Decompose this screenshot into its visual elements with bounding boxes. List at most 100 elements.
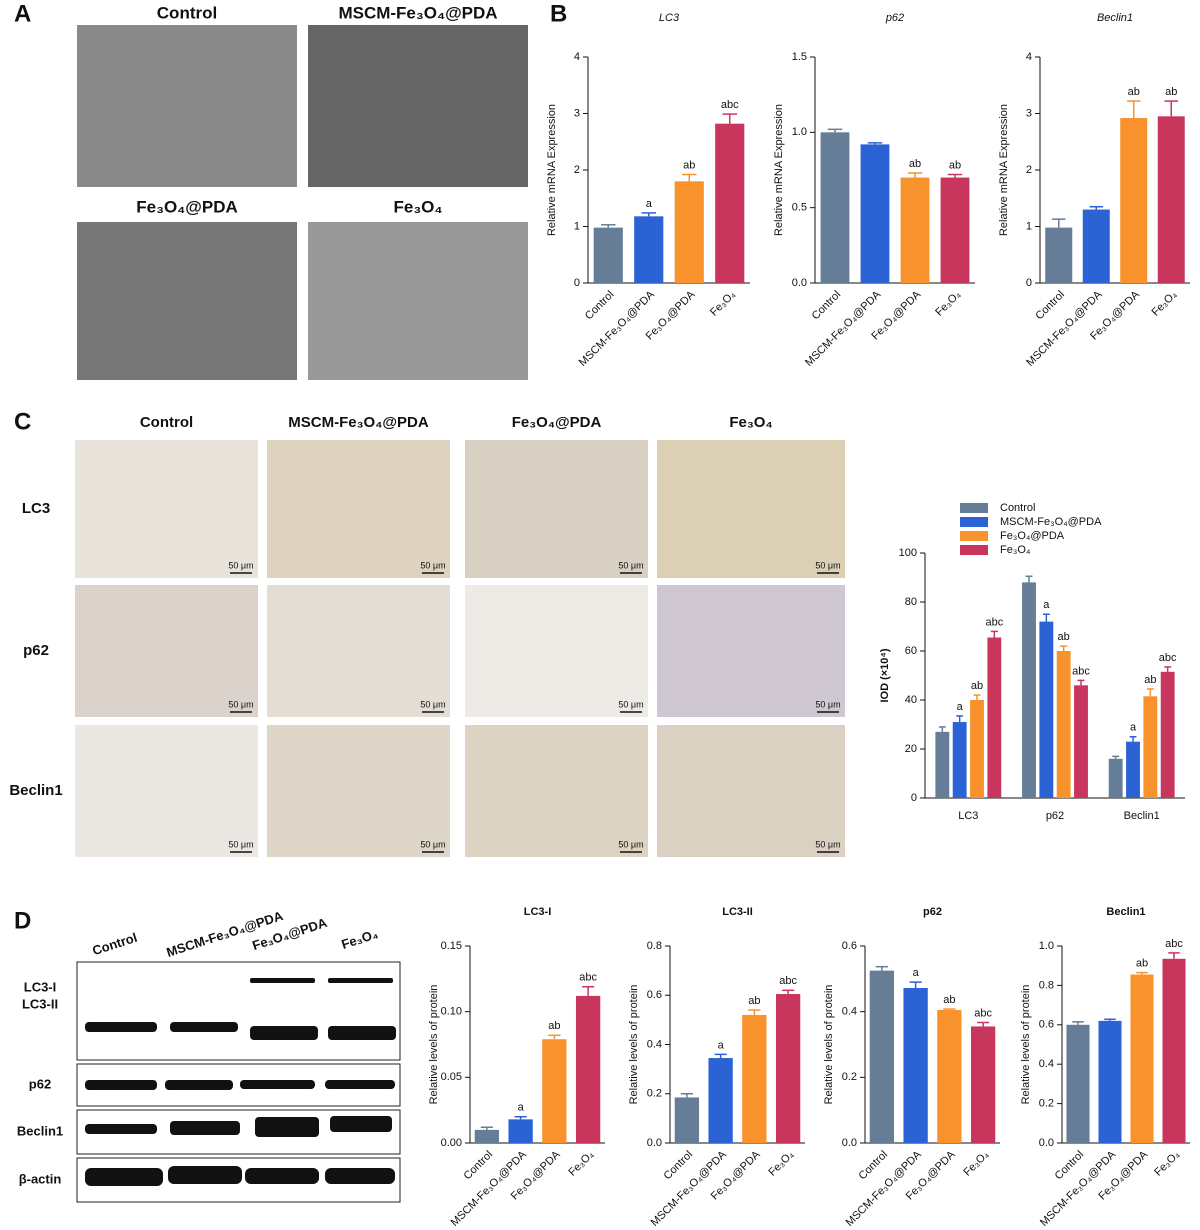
ihc-image [657,440,845,578]
y-tick-label: 0 [911,792,917,804]
annotation: a [913,967,920,979]
image-caption: Fe₃O₄ [393,197,442,216]
ihc-images [75,440,845,857]
blot-box [76,1157,401,1203]
chart: Beclin1 0 1 2 3 4 Relative mRNA Expression Cont… [998,12,1190,369]
row-label: Beclin1 [9,782,62,799]
bar [715,123,745,283]
bar [820,132,850,283]
legend-label: Fe₃O₄ [1000,544,1031,556]
x-tick-label: Fe₃O₄ [1149,288,1179,318]
bar [1022,582,1036,798]
annotation: ab [748,995,760,1007]
y-tick-label: 40 [905,694,917,706]
bar [674,181,704,283]
bar [508,1119,533,1143]
bar [1120,118,1148,284]
annotation: ab [943,994,955,1006]
y-tick-label: 0.2 [842,1071,857,1083]
annotation: abc [1165,938,1183,950]
scale-bar-label: 50 μm [420,839,445,849]
chart: LC3 0 1 2 3 4 Relative mRNA Expression Control a… [546,12,750,369]
column-header: MSCM-Fe₃O₄@PDA [288,414,429,431]
blot-row: Beclin1 [17,1123,63,1138]
chart: LC3-I 0.00 0.05 0.10 0.15 Relative levels of … [428,906,605,1229]
y-axis-label: Relative mRNA Expression [546,104,558,236]
chart: p62 0.0 0.2 0.4 0.6 Relative levels of protei… [823,906,1000,1229]
column-header: Fe₃O₄ [729,414,772,431]
blot-box [76,1109,401,1155]
annotation: ab [1165,86,1177,98]
chart-title: LC3 [659,12,680,24]
y-tick-label: 0 [574,277,580,289]
panel-label: B [550,0,567,27]
bar [1045,227,1073,283]
annotation: a [957,701,964,713]
x-tick-label: Control [1033,289,1067,323]
row-label: p62 [23,642,49,659]
x-tick-label: MSCM-Fe₃O₄@PDA [803,288,884,369]
y-tick-label: 0.4 [1039,1058,1054,1070]
y-tick-label: 2 [574,164,580,176]
blot-row: β-actin [19,1171,62,1186]
y-axis-label: Relative levels of protein [428,985,440,1105]
y-tick-label: 0.2 [647,1088,662,1100]
y-tick-label: 0.0 [647,1137,662,1149]
y-tick-label: 0.6 [1039,1019,1054,1031]
annotation: abc [579,972,597,984]
ihc-image [465,585,648,717]
em-image [77,25,297,187]
y-tick-label: 0.5 [792,202,807,214]
panel-label: D [14,907,31,934]
ihc-image [75,725,258,857]
column-header: Control [140,414,193,431]
x-tick-label: Fe₃O₄ [766,1148,796,1178]
annotation: ab [683,159,695,171]
y-axis-label: Relative levels of protein [1020,985,1032,1105]
y-axis-label: Relative mRNA Expression [998,104,1010,236]
chart-title: Beclin1 [1097,12,1133,24]
bar [869,970,895,1143]
y-tick-label: 0.00 [441,1137,462,1149]
chart-title: p62 [885,12,904,24]
x-tick-label: Fe₃O₄ [566,1148,596,1178]
image-caption: Control [157,3,217,22]
y-tick-label: 0.0 [792,277,807,289]
blot-row: p62 [29,1076,51,1091]
bar [970,1026,996,1143]
y-tick-label: 0.15 [441,940,462,952]
scale-bar-label: 50 μm [815,839,840,849]
annotation: a [646,198,653,210]
x-tick-label: Control [810,289,844,323]
x-tick-label: Fe₃O₄ [1152,1148,1182,1178]
annotation: a [518,1102,525,1114]
scale-bar-label: 50 μm [228,699,253,709]
annotation: ab [971,680,983,692]
annotation: ab [1144,674,1156,686]
bar [708,1058,733,1143]
y-axis-label: Relative levels of protein [628,985,640,1105]
chart-title: Beclin1 [1106,906,1145,918]
y-tick-label: 20 [905,743,917,755]
annotation: abc [721,99,739,111]
y-tick-label: 0.6 [647,989,662,1001]
y-tick-label: 1 [1026,220,1032,232]
ihc-image [657,725,845,857]
x-tick-label: MSCM-Fe₃O₄@PDA [577,288,658,369]
y-tick-label: 1.0 [1039,940,1054,952]
bar [1160,671,1175,798]
ihc-image [75,585,258,717]
bar [940,177,970,283]
y-tick-label: 0.10 [441,1006,462,1018]
image-caption: Fe₃O₄@PDA [136,197,238,216]
ihc-image [465,440,648,578]
chart-title: LC3-I [524,906,552,918]
em-images [77,25,528,380]
em-image [308,222,528,380]
annotation: ab [1136,958,1148,970]
chart: LC3-II 0.0 0.2 0.4 0.6 0.8 Relative levels of … [628,906,805,1229]
chart-title: LC3-II [722,906,753,918]
annotation: ab [1128,86,1140,98]
bar [742,1014,767,1143]
annotation: ab [548,1020,560,1032]
